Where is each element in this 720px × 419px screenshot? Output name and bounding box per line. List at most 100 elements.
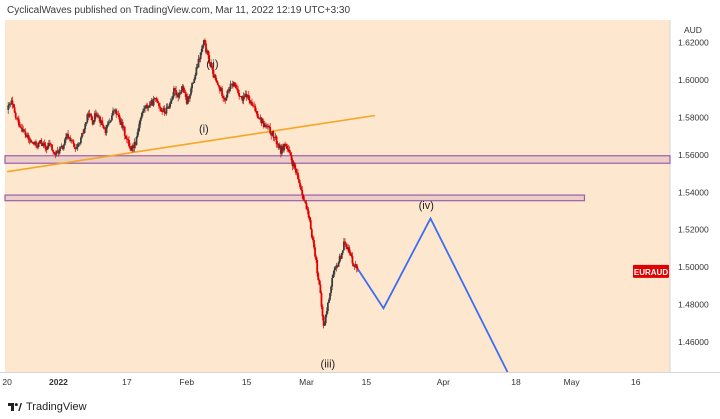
- candle-body[interactable]: [325, 311, 328, 315]
- candle-body[interactable]: [138, 121, 141, 128]
- candle-body[interactable]: [247, 94, 250, 100]
- candle-body[interactable]: [263, 124, 266, 127]
- candle-body[interactable]: [343, 241, 345, 251]
- candle-body[interactable]: [175, 90, 177, 96]
- support-zone[interactable]: [4, 194, 586, 202]
- candle-body[interactable]: [283, 144, 285, 151]
- candle-body[interactable]: [231, 83, 234, 87]
- candle-body[interactable]: [258, 117, 261, 120]
- candle-body[interactable]: [306, 209, 309, 211]
- candle-body[interactable]: [217, 85, 220, 87]
- candle-body[interactable]: [335, 265, 338, 268]
- support-zone[interactable]: [4, 155, 671, 164]
- candle-body[interactable]: [78, 143, 81, 144]
- candle-body[interactable]: [101, 120, 104, 125]
- candle-body[interactable]: [142, 111, 144, 114]
- candle-body[interactable]: [248, 99, 251, 104]
- candle-body[interactable]: [165, 107, 168, 114]
- candle-body[interactable]: [223, 97, 226, 99]
- candle-body[interactable]: [194, 74, 197, 79]
- candle-body[interactable]: [179, 92, 182, 94]
- candle-body[interactable]: [80, 137, 82, 144]
- candle-body[interactable]: [109, 120, 112, 122]
- candle-body[interactable]: [41, 143, 44, 146]
- trendline[interactable]: [7, 114, 376, 173]
- candle-body[interactable]: [225, 97, 228, 101]
- candle-body[interactable]: [302, 194, 305, 200]
- candle-body[interactable]: [304, 201, 307, 204]
- candle-body[interactable]: [173, 88, 175, 97]
- candle-body[interactable]: [328, 299, 330, 303]
- candle-body[interactable]: [66, 134, 68, 137]
- candle-body[interactable]: [181, 86, 184, 90]
- candle-body[interactable]: [278, 145, 281, 149]
- candle-body[interactable]: [167, 106, 170, 109]
- candle-body[interactable]: [119, 119, 122, 125]
- candle-body[interactable]: [316, 260, 319, 274]
- candle-body[interactable]: [40, 140, 43, 144]
- candle-body[interactable]: [208, 55, 211, 64]
- candle-body[interactable]: [39, 140, 42, 144]
- candle-body[interactable]: [256, 111, 259, 117]
- candle-body[interactable]: [212, 69, 215, 78]
- candle-body[interactable]: [204, 40, 206, 44]
- candle-body[interactable]: [151, 100, 154, 106]
- candle-body[interactable]: [185, 96, 188, 104]
- candle-body[interactable]: [52, 150, 55, 152]
- candle-body[interactable]: [197, 58, 200, 68]
- candle-body[interactable]: [330, 286, 332, 293]
- candle-body[interactable]: [124, 135, 127, 139]
- tradingview-brand[interactable]: TradingView: [26, 401, 87, 413]
- candle-body[interactable]: [28, 139, 31, 141]
- candle-body[interactable]: [321, 306, 324, 317]
- candle-body[interactable]: [170, 99, 173, 102]
- candle-body[interactable]: [339, 256, 342, 259]
- candle-body[interactable]: [199, 52, 202, 59]
- candle-body[interactable]: [286, 146, 289, 149]
- candle-body[interactable]: [122, 126, 125, 128]
- candle-body[interactable]: [125, 138, 128, 140]
- candle-body[interactable]: [207, 50, 210, 56]
- candle-body[interactable]: [58, 148, 61, 154]
- candle-body[interactable]: [303, 199, 306, 202]
- candle-body[interactable]: [19, 125, 21, 127]
- plot-area[interactable]: [5, 20, 670, 372]
- candle-body[interactable]: [139, 117, 142, 122]
- candle-body[interactable]: [71, 140, 74, 142]
- candle-body[interactable]: [264, 124, 267, 126]
- candle-body[interactable]: [96, 114, 98, 117]
- candle-body[interactable]: [13, 107, 16, 113]
- candle-body[interactable]: [324, 314, 327, 324]
- candle-body[interactable]: [285, 144, 288, 147]
- candle-body[interactable]: [305, 203, 308, 210]
- candle-body[interactable]: [87, 114, 90, 117]
- candle-body[interactable]: [202, 40, 205, 46]
- candle-body[interactable]: [115, 109, 118, 115]
- candle-body[interactable]: [187, 96, 190, 99]
- candle-body[interactable]: [10, 100, 13, 104]
- candle-body[interactable]: [154, 98, 157, 100]
- candle-body[interactable]: [298, 179, 300, 183]
- candle-body[interactable]: [145, 105, 148, 107]
- candle-body[interactable]: [12, 104, 15, 108]
- candle-body[interactable]: [177, 94, 180, 98]
- candle-body[interactable]: [49, 143, 51, 145]
- candle-body[interactable]: [91, 119, 94, 125]
- candle-body[interactable]: [7, 105, 10, 110]
- candle-body[interactable]: [299, 182, 301, 188]
- candle-body[interactable]: [294, 168, 297, 173]
- candle-body[interactable]: [27, 135, 30, 140]
- candle-body[interactable]: [75, 147, 78, 150]
- candle-body[interactable]: [35, 141, 37, 146]
- candle-body[interactable]: [190, 88, 192, 95]
- candle-body[interactable]: [349, 251, 352, 254]
- candle-body[interactable]: [31, 141, 34, 144]
- candle-body[interactable]: [8, 104, 11, 106]
- candle-body[interactable]: [92, 121, 95, 125]
- candle-body[interactable]: [307, 210, 310, 218]
- candle-body[interactable]: [65, 136, 67, 140]
- candle-body[interactable]: [36, 145, 38, 148]
- candle-body[interactable]: [253, 105, 256, 107]
- candle-body[interactable]: [268, 126, 270, 128]
- candle-body[interactable]: [63, 139, 66, 145]
